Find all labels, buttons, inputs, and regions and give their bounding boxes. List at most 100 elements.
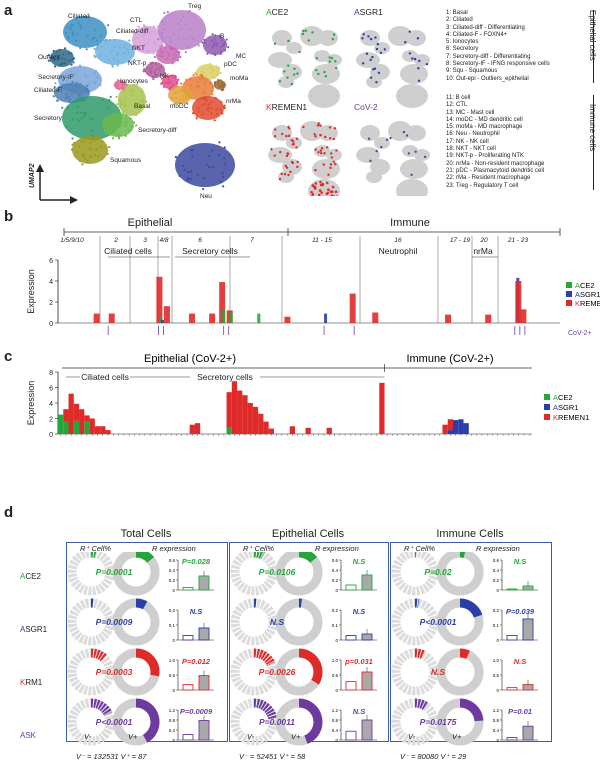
c-bar-kremen1	[84, 415, 90, 422]
b-bar-kremen1	[108, 313, 115, 323]
b-subgroup-label: nrMa	[473, 246, 493, 256]
d-bar-negative	[345, 635, 357, 641]
c-bar-kremen1	[252, 406, 259, 434]
d-pie-pvalue: P=0.0001	[96, 567, 133, 577]
d-bar-positive	[361, 671, 373, 691]
d-bar-ytick-label: 0	[172, 738, 175, 743]
b-segment-label: 1/5/9/10	[60, 237, 84, 244]
d-bar-pvalue: N.S	[353, 607, 366, 616]
feature-map-title: CoV-2	[354, 102, 378, 112]
b-y-tick-label: 2	[49, 300, 53, 307]
d-bar-pvalue: N.S	[190, 607, 203, 616]
b-cov2-label: CoV-2+	[568, 330, 592, 337]
d-xlabel: V-	[408, 732, 416, 741]
d-pie-negative	[230, 598, 278, 646]
b-legend-label: KREMEN1	[575, 299, 600, 308]
b-segment-label: 4/8	[159, 237, 168, 244]
d-bar-positive	[361, 574, 373, 591]
umap-label-ciliated-diff: Ciliated-diff	[116, 28, 149, 35]
d-bar-ytick-label: 0.8	[493, 718, 500, 723]
c-subgroup-ciliated: Ciliated cells	[81, 372, 129, 382]
panel-label-a: a	[4, 2, 13, 19]
d-bar-ytick-label: 0.1	[332, 623, 339, 628]
b-y-tick-label: 0	[49, 321, 53, 328]
b-bar-kremen1	[219, 282, 226, 323]
b-legend-swatch	[566, 300, 572, 306]
c-bar-ace2	[73, 420, 80, 434]
d-block-title: Epithelial Cells	[271, 528, 345, 540]
d-bar-ytick-label: 0.2	[332, 608, 339, 613]
d-bar-ytick-label: 0	[335, 638, 338, 643]
b-segment-label: 6	[198, 237, 202, 244]
c-legend-swatch	[544, 394, 550, 400]
d-bar-positive	[522, 585, 534, 591]
umap-cluster-2	[47, 47, 76, 68]
legend-epithelial-item: 9: Squ - Squamous	[446, 68, 498, 75]
legend-immune-item: 22: rMa - Resident macrophage	[446, 175, 531, 182]
legend-epithelial-item: 3: Ciliated-diff - Differentiating	[446, 24, 525, 31]
c-bar-kremen1	[105, 430, 111, 434]
d-row-label: ACE2	[20, 572, 41, 581]
umap-label-neu: Neu	[200, 193, 212, 200]
legend-bracket	[593, 95, 594, 190]
d-pie-pvalue: N.S	[431, 667, 446, 677]
d-bar-negative	[182, 587, 194, 591]
d-bar-pvalue: P=0.01	[508, 707, 532, 716]
feature-map-asgr1: ASGR1	[354, 7, 430, 108]
d-bar-negative	[506, 687, 518, 691]
b-segment-label: 3	[143, 237, 147, 244]
feature-map-title: ACE2	[266, 7, 288, 17]
umap-cluster-14	[201, 33, 230, 57]
d-bar-ytick-label: 0	[172, 638, 175, 643]
b-y-tick-label: 4	[49, 279, 53, 286]
d-subhead: R expression	[152, 544, 196, 553]
c-bar-ace2	[58, 414, 64, 434]
c-legend-swatch	[544, 414, 550, 420]
d-bar-ytick-label: 0	[335, 738, 338, 743]
legend-epithelial-item: 6: Secretory	[446, 46, 479, 53]
legend-immune-item: 13: MC - Mast cell	[446, 109, 495, 116]
d-pie-pvalue: N.S	[270, 617, 285, 627]
b-bar-ace2	[257, 313, 261, 323]
d-pie-pvalue: P=0.0175	[420, 717, 457, 727]
d-pie-negative	[391, 552, 439, 596]
d-bar-ytick-label: 0.4	[493, 568, 500, 573]
umap-cluster-13	[160, 74, 180, 91]
umap-cluster-9	[132, 24, 168, 55]
umap-label-nk: NK	[160, 73, 170, 80]
d-pie-negative	[67, 648, 115, 696]
c-subgroup-secretory: Secretory cells	[197, 372, 253, 382]
legend-epithelial-item: 10: Out-epi - Outliers_epithelial	[446, 75, 529, 82]
d-bar-positive	[522, 684, 534, 691]
umap-arrow-y	[36, 164, 44, 172]
d-pie-positive	[112, 698, 160, 746]
b-subgroup-label: Ciliated cells	[104, 246, 152, 256]
umap-label-secretory-diff: Secretory-diff	[138, 127, 177, 134]
b-bar-kremen1	[93, 313, 100, 323]
d-row-label: ASK	[20, 731, 37, 740]
c-bar-kremen1	[289, 426, 295, 434]
umap-label-nrma: nrMa	[226, 98, 241, 105]
umap-cluster-1	[93, 38, 136, 68]
c-y-tick-label: 6	[49, 386, 53, 393]
d-bar-positive	[522, 725, 534, 741]
d-subhead: R⁺ Cell%	[80, 544, 112, 553]
legend-immune-item: 14: moDC - MD dendritic cell	[446, 116, 523, 123]
b-legend-swatch	[566, 282, 572, 288]
d-block-footer: V⁻ = 132531 V⁺ = 87	[76, 752, 147, 761]
d-bar-positive	[522, 618, 534, 641]
d-pie-positive	[436, 552, 484, 596]
feature-maps: ACE2 ASGR1 KREMEN1 CoV-2	[262, 6, 432, 203]
d-pie-positive	[112, 648, 160, 696]
d-pie-negative	[230, 552, 278, 596]
umap-cluster-11	[153, 43, 182, 65]
d-pie-positive	[275, 648, 323, 696]
umap-label-mc: MC	[236, 53, 246, 60]
d-pie-negative	[230, 648, 278, 696]
b-bar-ace2	[229, 312, 233, 323]
d-xlabel: V-	[84, 732, 92, 741]
d-bar-negative	[345, 730, 357, 741]
b-bar-kremen1	[156, 276, 163, 323]
c-bar-kremen1	[447, 419, 453, 431]
feature-map-title: KREMEN1	[266, 102, 307, 112]
